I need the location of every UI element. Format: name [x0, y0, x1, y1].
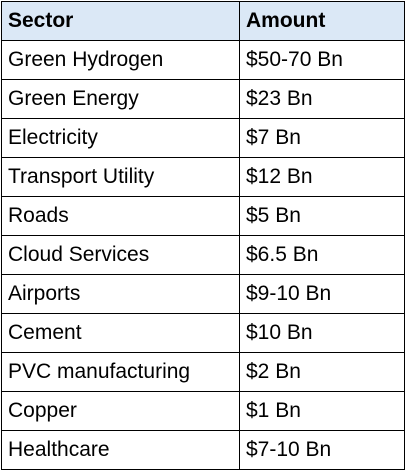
- sector-cell: PVC manufacturing: [1, 352, 240, 392]
- table-row: Roads $5 Bn: [1, 196, 405, 236]
- table-row: Electricity $7 Bn: [1, 118, 405, 158]
- sector-cell: Cloud Services: [1, 235, 240, 275]
- table-row: Cloud Services $6.5 Bn: [1, 235, 405, 275]
- sector-cell: Transport Utility: [1, 157, 240, 197]
- amount-cell: $9-10 Bn: [239, 274, 405, 314]
- amount-cell: $23 Bn: [239, 79, 405, 119]
- table-body: Green Hydrogen $50-70 Bn Green Energy $23 B…: [1, 40, 405, 470]
- sector-cell: Roads: [1, 196, 240, 236]
- amount-cell: $1 Bn: [239, 391, 405, 431]
- amount-cell: $50-70 Bn: [239, 40, 405, 80]
- amount-cell: $7-10 Bn: [239, 430, 405, 470]
- amount-cell: $12 Bn: [239, 157, 405, 197]
- sector-cell: Cement: [1, 313, 240, 353]
- amount-cell: $6.5 Bn: [239, 235, 405, 275]
- table-row: Green Energy $23 Bn: [1, 79, 405, 119]
- table-row: Copper $1 Bn: [1, 391, 405, 431]
- sector-cell: Green Hydrogen: [1, 40, 240, 80]
- table-row: Cement $10 Bn: [1, 313, 405, 353]
- sector-cell: Electricity: [1, 118, 240, 158]
- amount-cell: $5 Bn: [239, 196, 405, 236]
- sector-cell: Healthcare: [1, 430, 240, 470]
- sector-cell: Copper: [1, 391, 240, 431]
- amount-cell: $2 Bn: [239, 352, 405, 392]
- header-cell: Amount: [239, 1, 405, 41]
- table-row: PVC manufacturing $2 Bn: [1, 352, 405, 392]
- sector-cell: Airports: [1, 274, 240, 314]
- header-row: Sector Amount: [1, 1, 405, 41]
- sector-cell: Green Energy: [1, 79, 240, 119]
- table-row: Green Hydrogen $50-70 Bn: [1, 40, 405, 80]
- amount-cell: $10 Bn: [239, 313, 405, 353]
- amount-cell: $7 Bn: [239, 118, 405, 158]
- table-row: Airports $9-10 Bn: [1, 274, 405, 314]
- table-row: Transport Utility $12 Bn: [1, 157, 405, 197]
- table-row: Healthcare $7-10 Bn: [1, 430, 405, 470]
- header-cell: Sector: [1, 1, 240, 41]
